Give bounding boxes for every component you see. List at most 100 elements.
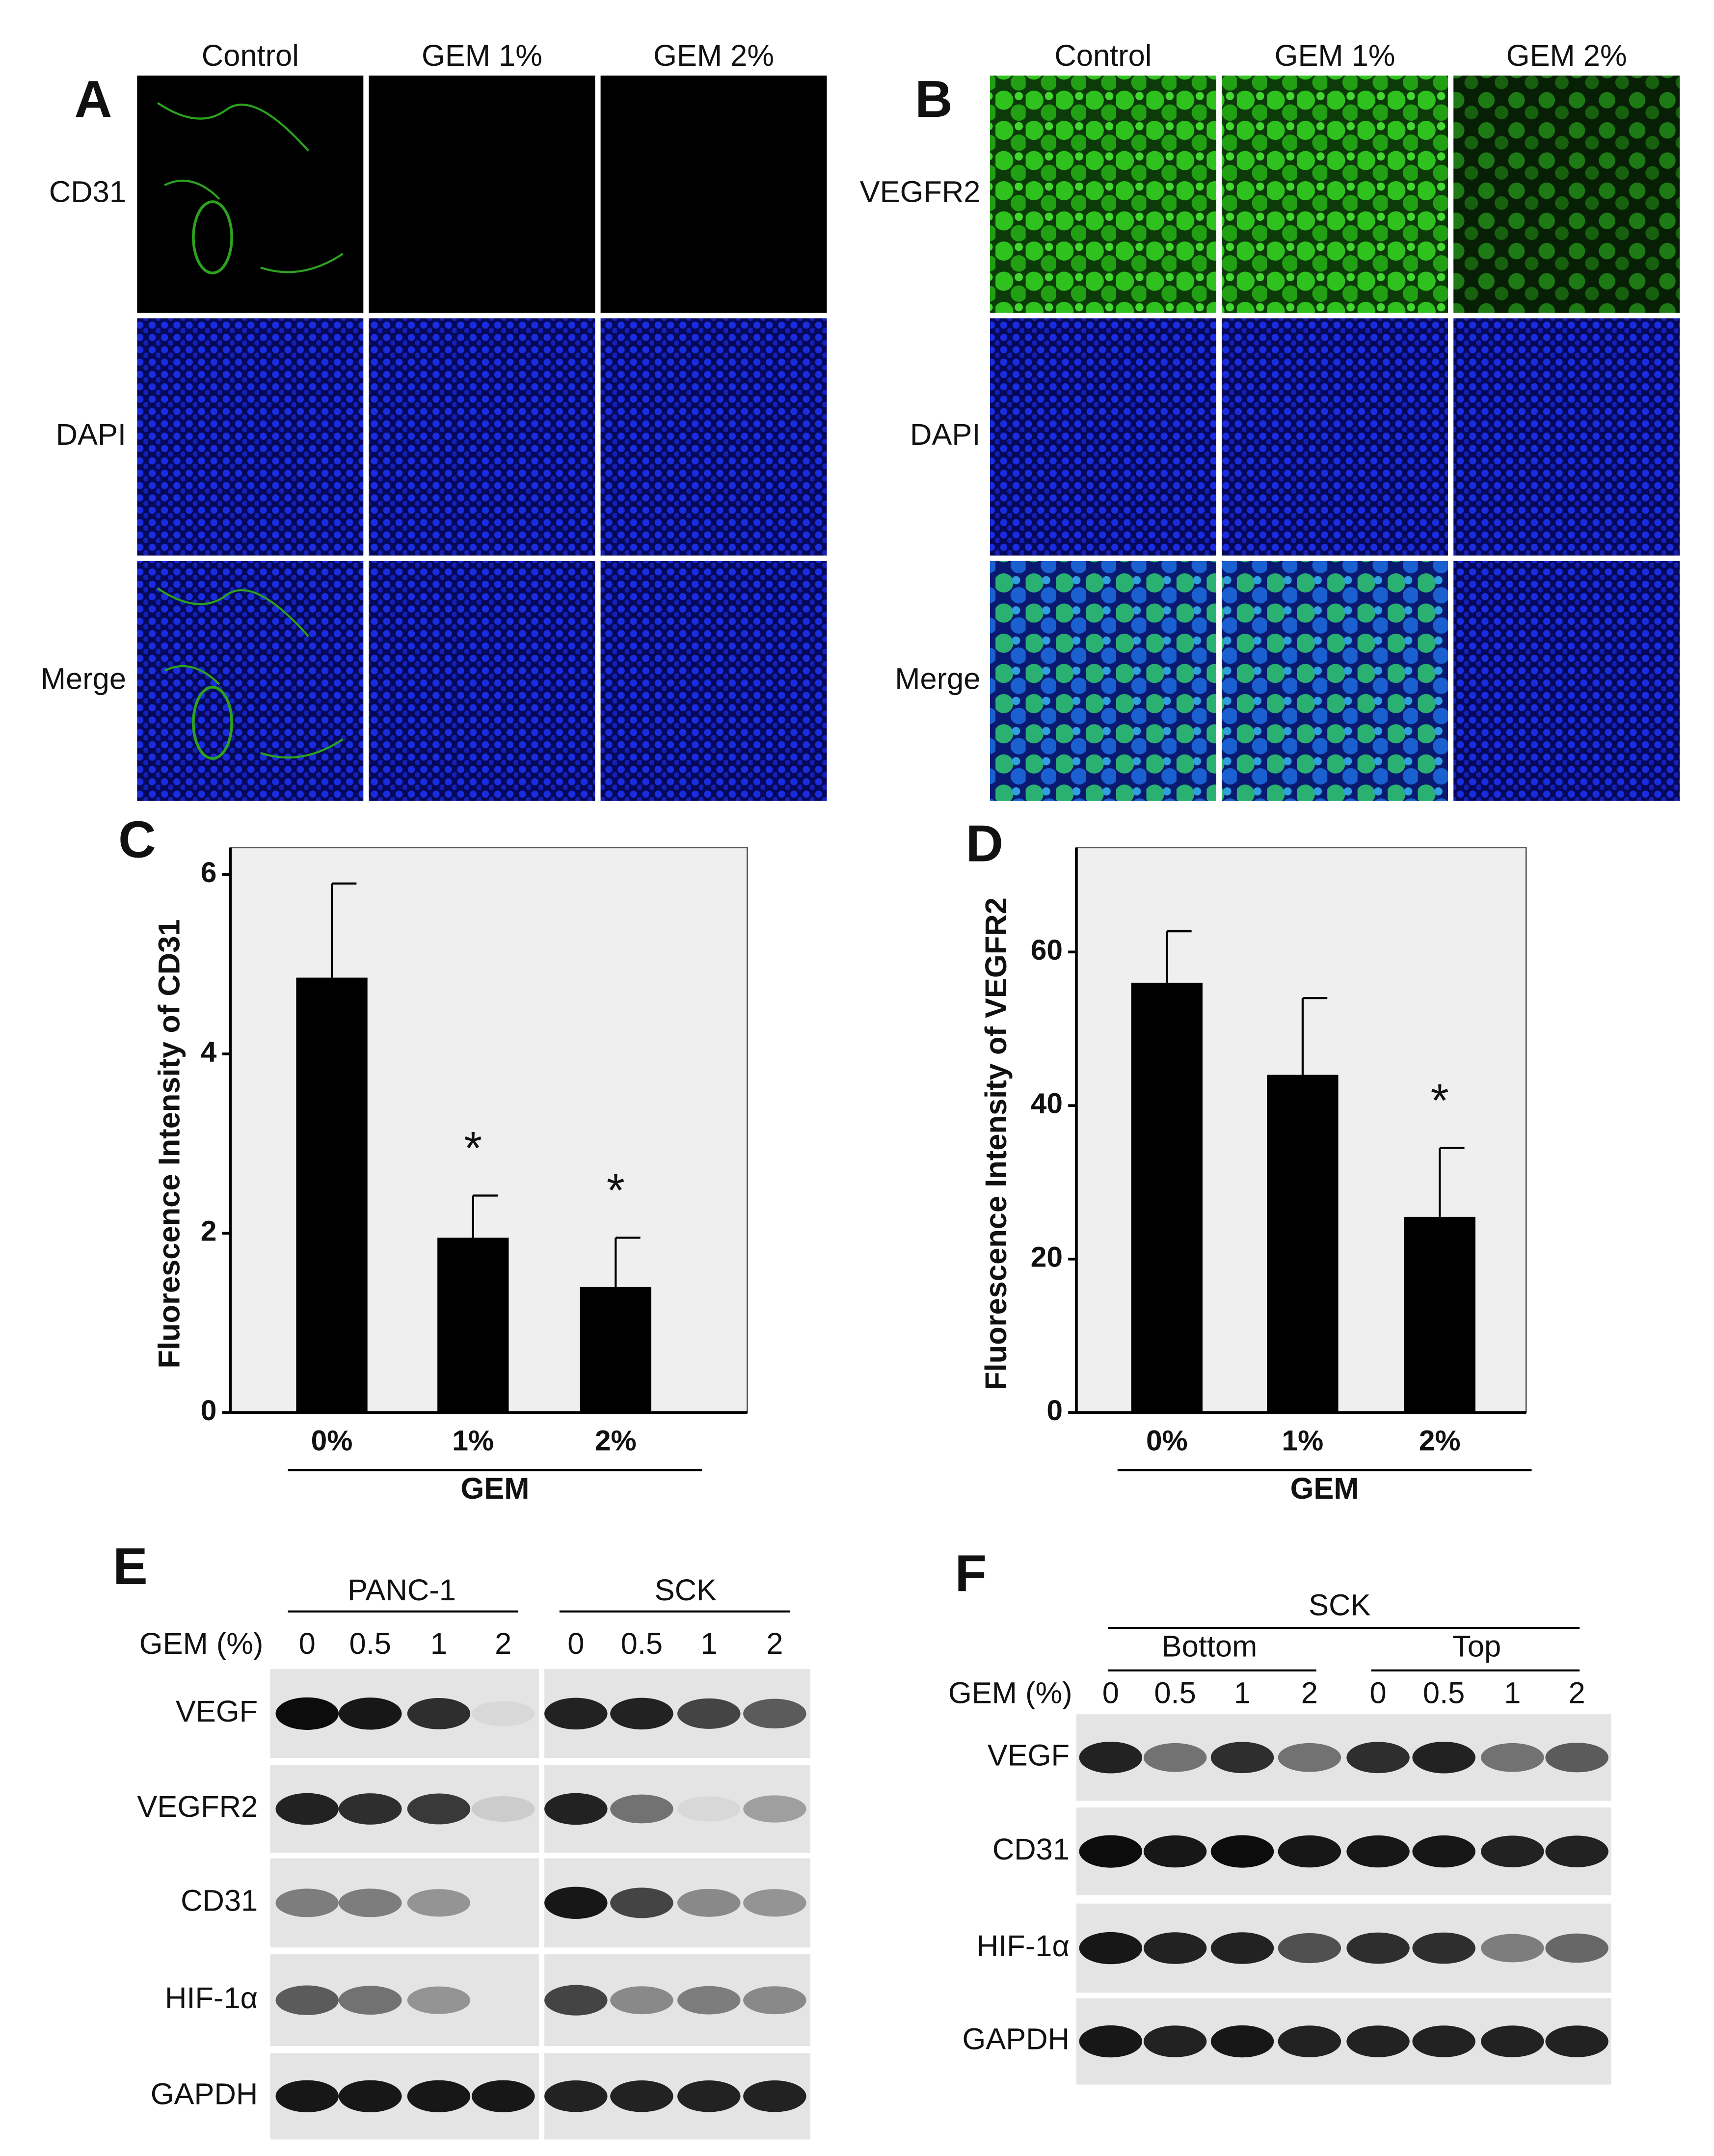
label: VEGF <box>988 1738 1070 1772</box>
micrograph <box>137 75 364 313</box>
band <box>1481 1743 1544 1772</box>
band <box>743 1986 806 2015</box>
band <box>544 1985 608 2016</box>
band <box>1143 1743 1207 1772</box>
micrograph <box>369 318 595 556</box>
band <box>1481 1934 1544 1963</box>
label: Fluorescence Intensity of CD31 <box>152 919 186 1369</box>
label: 4 <box>201 1036 217 1068</box>
micrograph <box>990 318 1216 556</box>
band <box>1412 2025 1475 2057</box>
bar <box>1267 1075 1339 1413</box>
micrograph <box>600 75 827 313</box>
label: 1% <box>452 1425 494 1457</box>
band <box>339 1888 402 1917</box>
bar <box>1404 1216 1475 1413</box>
label: GAPDH <box>963 2022 1070 2056</box>
micrograph <box>137 561 364 801</box>
band <box>1079 1932 1143 1965</box>
band <box>275 1793 339 1825</box>
label: CD31 <box>992 1833 1070 1866</box>
band <box>407 1889 471 1917</box>
label: Fluorescence Intensity of VEGFR2 <box>979 897 1013 1390</box>
band <box>610 1794 673 1824</box>
label: 1 <box>1504 1676 1521 1710</box>
label: 2 <box>1301 1676 1318 1710</box>
band <box>1210 1932 1274 1964</box>
label: GEM 1% <box>1275 39 1395 73</box>
band <box>275 2080 339 2112</box>
label: 1 <box>700 1627 717 1661</box>
label: 20 <box>1031 1241 1063 1273</box>
label: GEM 2% <box>1506 39 1627 73</box>
blot <box>270 1858 539 1948</box>
label: Merge <box>895 662 980 696</box>
label: CD31 <box>181 1884 258 1918</box>
label: PANC-1 <box>348 1573 456 1607</box>
micrograph <box>1453 318 1680 556</box>
band <box>1143 1932 1207 1964</box>
label: 0.5 <box>1154 1676 1196 1710</box>
label: DAPI <box>910 418 980 452</box>
label: 1% <box>1282 1425 1324 1457</box>
band <box>339 1698 402 1730</box>
micrograph <box>990 561 1216 801</box>
label: B <box>915 70 953 128</box>
label: GEM <box>461 1472 530 1506</box>
label: 0% <box>311 1425 353 1457</box>
band <box>610 2080 673 2112</box>
band <box>1079 1741 1143 1774</box>
micrograph <box>369 561 595 801</box>
label: 2 <box>766 1627 783 1661</box>
micrograph <box>1453 561 1680 801</box>
label: A <box>75 70 112 128</box>
band <box>471 1796 535 1822</box>
band <box>1346 1932 1410 1964</box>
label: 40 <box>1031 1088 1063 1120</box>
label: 0 <box>1369 1676 1386 1710</box>
label: 0 <box>1046 1395 1063 1427</box>
label: 0.5 <box>621 1627 663 1661</box>
band <box>743 1889 806 1917</box>
band <box>339 2080 402 2112</box>
band <box>1545 1835 1608 1867</box>
label: DAPI <box>56 418 126 452</box>
band <box>544 1698 608 1730</box>
band <box>677 2080 741 2112</box>
band <box>1143 2025 1207 2057</box>
micrograph <box>1222 561 1448 801</box>
band <box>471 1701 535 1726</box>
label: GEM (%) <box>139 1627 264 1661</box>
label: CD31 <box>49 175 126 209</box>
band <box>1412 1835 1475 1868</box>
band <box>1278 2025 1341 2057</box>
label: 1 <box>430 1627 447 1661</box>
bar <box>580 1287 651 1413</box>
band <box>1079 1835 1143 1868</box>
band <box>544 2080 608 2112</box>
band <box>1346 1742 1410 1774</box>
label: F <box>955 1544 987 1602</box>
band <box>677 1796 741 1822</box>
band <box>1481 2025 1544 2057</box>
label: 0 <box>299 1627 316 1661</box>
band <box>1210 1742 1274 1774</box>
band <box>677 1698 741 1729</box>
label: * <box>1431 1075 1449 1127</box>
label: GEM 2% <box>653 39 774 73</box>
label: * <box>607 1164 625 1216</box>
band <box>1412 1932 1475 1964</box>
bar <box>437 1238 509 1413</box>
label: 0.5 <box>349 1627 391 1661</box>
label: GAPDH <box>151 2077 258 2111</box>
label: 2 <box>495 1627 511 1661</box>
band <box>407 1986 471 2014</box>
band <box>677 1986 741 2015</box>
label: VEGFR2 <box>137 1790 258 1824</box>
micrograph <box>990 75 1216 313</box>
band <box>677 1888 741 1917</box>
label: SCK <box>655 1573 717 1607</box>
label: Control <box>1054 39 1152 73</box>
label: GEM <box>1290 1472 1359 1506</box>
